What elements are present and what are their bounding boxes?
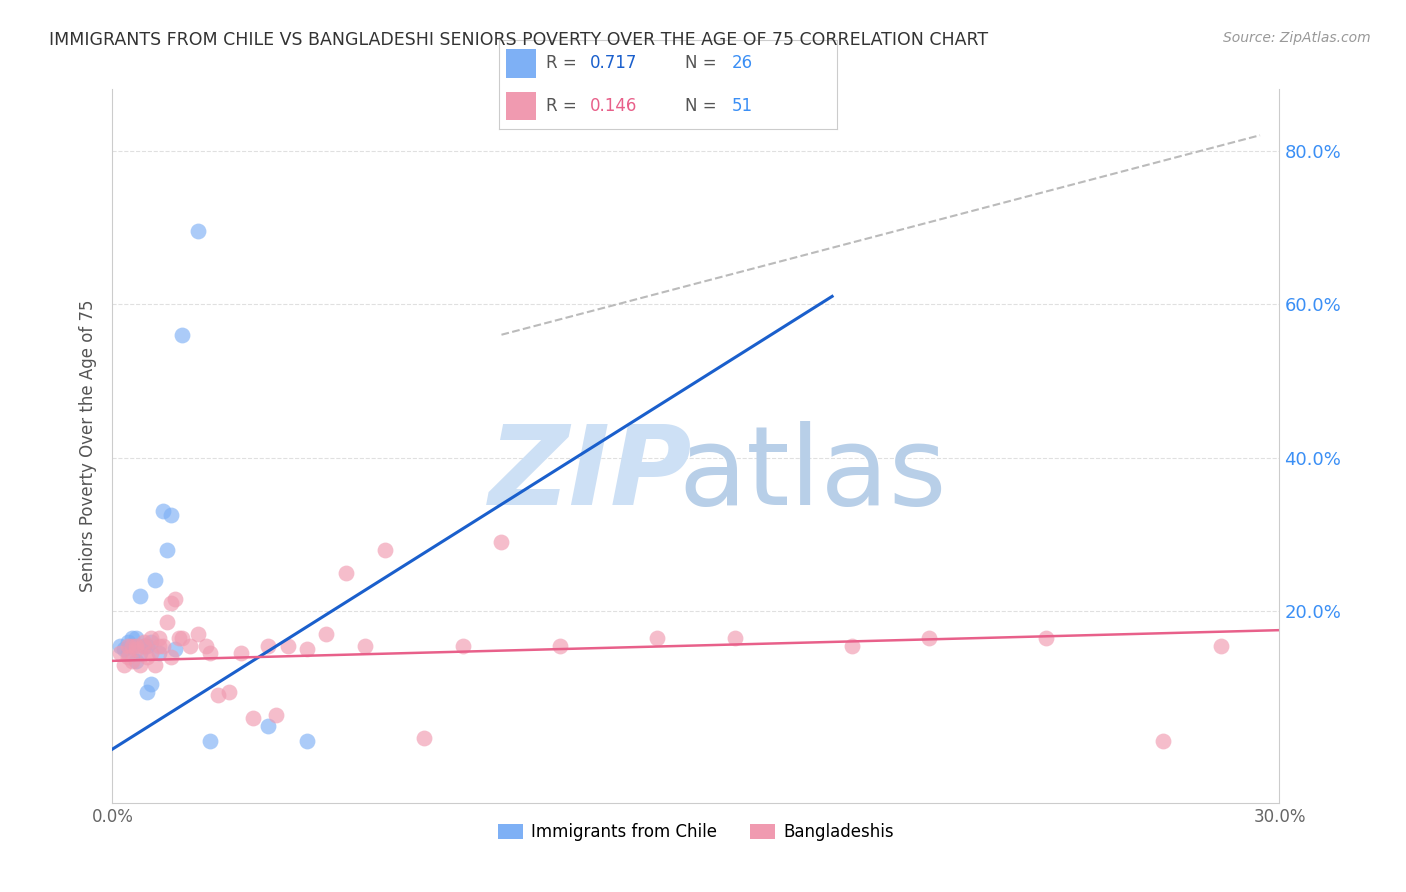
Point <box>1152 734 1174 748</box>
Point <box>335 566 357 580</box>
Point <box>110 646 132 660</box>
Bar <box>506 92 536 120</box>
Point <box>112 657 135 672</box>
Point <box>128 646 150 660</box>
Text: N =: N = <box>685 54 721 72</box>
Point <box>132 634 155 648</box>
Point <box>918 631 941 645</box>
Text: 0.717: 0.717 <box>591 54 637 72</box>
Point <box>117 634 139 648</box>
Point <box>121 639 143 653</box>
Text: R =: R = <box>547 97 582 115</box>
Bar <box>506 49 536 78</box>
Point <box>141 646 163 660</box>
Point <box>172 631 194 645</box>
Legend: Immigrants from Chile, Bangladeshis: Immigrants from Chile, Bangladeshis <box>491 817 901 848</box>
Point <box>121 639 143 653</box>
Point <box>128 657 150 672</box>
Point <box>187 224 209 238</box>
Point <box>110 639 132 653</box>
Point <box>141 677 163 691</box>
Text: 51: 51 <box>733 97 754 115</box>
Point <box>163 592 186 607</box>
Point <box>148 646 170 660</box>
Y-axis label: Seniors Poverty Over the Age of 75: Seniors Poverty Over the Age of 75 <box>79 300 97 592</box>
Point <box>117 639 139 653</box>
Point <box>125 631 148 645</box>
Point <box>276 639 298 653</box>
Point <box>117 650 139 665</box>
Point <box>645 631 668 645</box>
Point <box>229 646 252 660</box>
Point <box>156 542 179 557</box>
Point <box>143 574 166 588</box>
Point <box>163 642 186 657</box>
Point <box>121 631 143 645</box>
Text: 0.146: 0.146 <box>591 97 637 115</box>
Point <box>160 596 183 610</box>
Point <box>412 731 434 745</box>
Point <box>194 639 217 653</box>
Text: ZIP: ZIP <box>489 421 693 528</box>
Point <box>136 639 159 653</box>
Point <box>148 639 170 653</box>
Point <box>198 646 221 660</box>
Point <box>132 639 155 653</box>
Point <box>242 711 264 725</box>
Point <box>295 734 318 748</box>
Point <box>264 707 287 722</box>
Point <box>841 639 863 653</box>
Point <box>125 654 148 668</box>
Point <box>143 657 166 672</box>
Point <box>125 642 148 657</box>
Point <box>152 504 174 518</box>
Point <box>1209 639 1232 653</box>
Point <box>451 639 474 653</box>
Point <box>207 689 229 703</box>
Point <box>156 615 179 630</box>
Point <box>187 627 209 641</box>
Point <box>167 631 190 645</box>
Text: R =: R = <box>547 54 582 72</box>
Point <box>125 639 148 653</box>
Point <box>218 684 240 698</box>
Point <box>198 734 221 748</box>
Point <box>121 654 143 668</box>
Point <box>128 589 150 603</box>
Text: atlas: atlas <box>679 421 946 528</box>
Point <box>548 639 571 653</box>
Text: N =: N = <box>685 97 721 115</box>
Point <box>724 631 747 645</box>
Point <box>136 650 159 665</box>
Point <box>179 639 201 653</box>
Point <box>141 631 163 645</box>
Point <box>141 634 163 648</box>
Text: IMMIGRANTS FROM CHILE VS BANGLADESHI SENIORS POVERTY OVER THE AGE OF 75 CORRELAT: IMMIGRANTS FROM CHILE VS BANGLADESHI SEN… <box>49 31 988 49</box>
Point <box>491 535 513 549</box>
Point <box>315 627 337 641</box>
Point <box>136 684 159 698</box>
Point <box>117 646 139 660</box>
Point <box>257 639 280 653</box>
Point <box>160 650 183 665</box>
Point <box>257 719 280 733</box>
Point <box>112 642 135 657</box>
Point <box>148 631 170 645</box>
Point <box>295 642 318 657</box>
Point <box>132 639 155 653</box>
Point <box>354 639 377 653</box>
Point <box>160 508 183 522</box>
Point <box>152 639 174 653</box>
Point <box>1035 631 1057 645</box>
Text: 26: 26 <box>733 54 754 72</box>
Point <box>172 327 194 342</box>
Text: Source: ZipAtlas.com: Source: ZipAtlas.com <box>1223 31 1371 45</box>
Point <box>374 542 396 557</box>
